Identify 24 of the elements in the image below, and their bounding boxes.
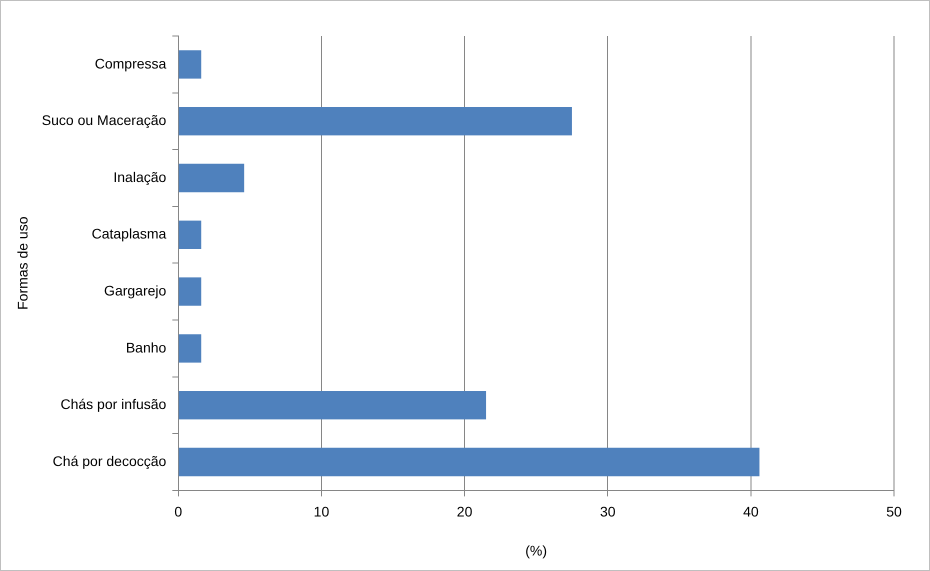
- x-tick-label: 20: [456, 504, 473, 520]
- bar: [178, 448, 760, 476]
- y-tick-label: Chás por infusão: [60, 396, 167, 412]
- x-tick-label: 50: [886, 504, 902, 520]
- x-tick-label: 0: [174, 504, 182, 520]
- bar: [178, 50, 202, 79]
- y-tick-label: Gargarejo: [104, 282, 167, 298]
- bar: [178, 391, 486, 420]
- x-tick-label: 40: [743, 504, 759, 520]
- bar: [178, 277, 202, 306]
- bar: [178, 220, 202, 249]
- y-tick-label: Chá por decocção: [52, 452, 167, 469]
- bar: [178, 164, 244, 192]
- bar: [178, 334, 202, 363]
- x-tick-label: 30: [600, 504, 616, 520]
- x-axis-title: (%): [525, 542, 548, 558]
- bar: [178, 107, 572, 136]
- y-tick-label: Cataplasma: [92, 226, 167, 242]
- y-tick-label: Banho: [126, 339, 167, 356]
- y-tick-label: Inalação: [113, 168, 167, 185]
- y-axis-title: Formas de uso: [14, 216, 30, 310]
- y-tick-label: Compressa: [94, 55, 167, 72]
- y-tick-label: Suco ou Maceração: [42, 112, 167, 128]
- x-tick-label: 10: [314, 504, 330, 520]
